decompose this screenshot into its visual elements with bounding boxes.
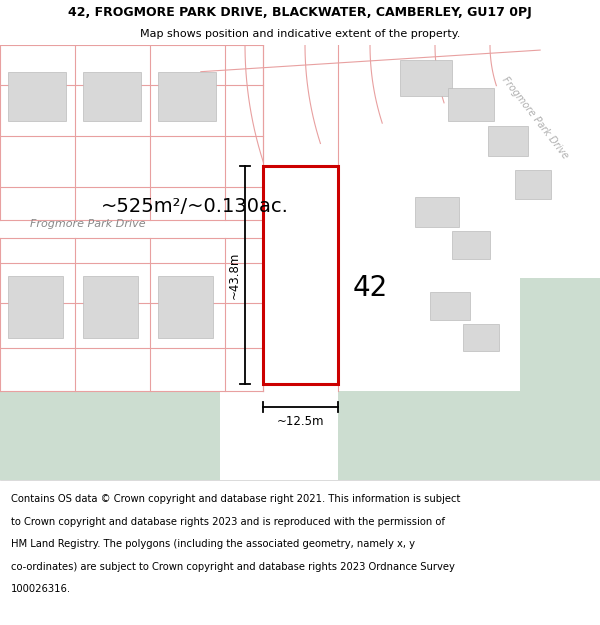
Bar bbox=[415, 197, 459, 227]
Bar bbox=[0, 220, 420, 238]
Text: Contains OS data © Crown copyright and database right 2021. This information is : Contains OS data © Crown copyright and d… bbox=[11, 494, 460, 504]
Text: 42, FROGMORE PARK DRIVE, BLACKWATER, CAMBERLEY, GU17 0PJ: 42, FROGMORE PARK DRIVE, BLACKWATER, CAM… bbox=[68, 6, 532, 19]
Text: 100026316.: 100026316. bbox=[11, 584, 71, 594]
Bar bbox=[83, 276, 138, 338]
Bar bbox=[430, 292, 470, 320]
Text: ~525m²/~0.130ac.: ~525m²/~0.130ac. bbox=[101, 198, 289, 216]
Bar bbox=[448, 89, 494, 121]
Bar bbox=[463, 324, 499, 351]
Text: co-ordinates) are subject to Crown copyright and database rights 2023 Ordnance S: co-ordinates) are subject to Crown copyr… bbox=[11, 562, 455, 572]
Bar bbox=[158, 276, 213, 338]
Text: HM Land Registry. The polygons (including the associated geometry, namely x, y: HM Land Registry. The polygons (includin… bbox=[11, 539, 415, 549]
Polygon shape bbox=[520, 278, 600, 391]
Bar bbox=[400, 60, 452, 96]
Polygon shape bbox=[310, 0, 521, 123]
Bar bbox=[515, 171, 551, 199]
Bar bbox=[488, 126, 528, 156]
Text: Frogmore Park Drive: Frogmore Park Drive bbox=[30, 219, 146, 229]
Bar bbox=[158, 72, 216, 121]
Bar bbox=[8, 72, 66, 121]
Bar bbox=[83, 72, 141, 121]
Text: 42: 42 bbox=[352, 274, 388, 302]
Text: ~12.5m: ~12.5m bbox=[277, 415, 324, 428]
Bar bbox=[263, 166, 338, 384]
Bar bbox=[452, 231, 490, 259]
Bar bbox=[8, 276, 63, 338]
Text: Map shows position and indicative extent of the property.: Map shows position and indicative extent… bbox=[140, 29, 460, 39]
Polygon shape bbox=[0, 391, 220, 480]
Polygon shape bbox=[338, 391, 600, 480]
Text: ~43.8m: ~43.8m bbox=[227, 251, 241, 299]
Text: Frogmore Park Drive: Frogmore Park Drive bbox=[500, 75, 570, 161]
Text: to Crown copyright and database rights 2023 and is reproduced with the permissio: to Crown copyright and database rights 2… bbox=[11, 517, 445, 527]
